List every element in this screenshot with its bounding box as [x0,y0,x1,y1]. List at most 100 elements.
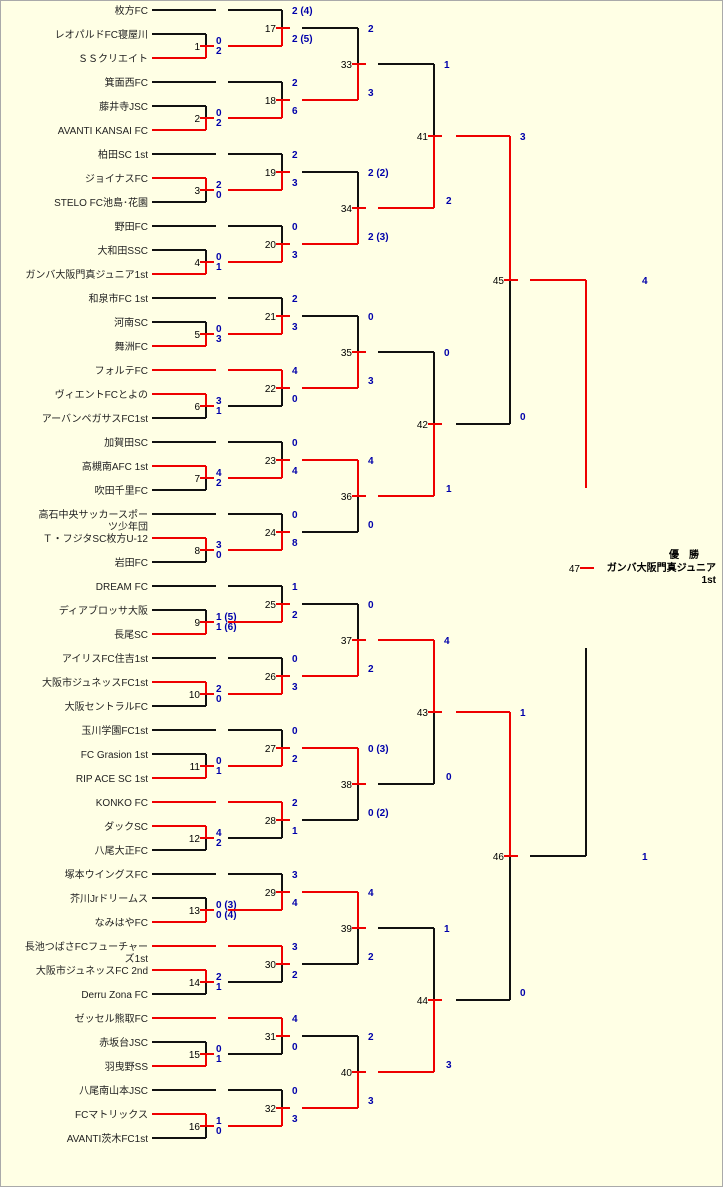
score-top: 4 [368,888,374,899]
team-label: Ｔ・フジタSC枚方U-12 [43,532,149,545]
score-bottom: 0 (2) [368,808,389,819]
match-number: 31 [265,1032,277,1043]
team-label: 柏田SC 1st [98,148,148,161]
score-top: 0 [292,726,298,737]
team-label: 枚方FC [115,4,148,17]
score-bottom: 1 [446,484,452,495]
score-bottom: 3 [446,1060,452,1071]
score-bottom: 8 [292,538,298,549]
match-number: 4 [194,258,200,269]
team-label: AVANTI茨木FC1st [67,1132,149,1145]
score-top: 2 (2) [368,168,389,179]
score-bottom: 2 [292,970,298,981]
team-label: Derru Zona FC [81,990,148,1001]
score-bottom: 1 [216,982,222,993]
score-bottom: 1 [292,826,298,837]
score-top: 0 [216,36,222,47]
champion-name: ガンバ大阪門真ジュニア [607,561,716,574]
score-top: 2 [216,972,222,983]
score-bottom: 0 [216,694,222,705]
team-label: 玉川学園FC1st [81,724,148,737]
match-number: 42 [417,420,429,431]
match-number: 2 [194,114,200,125]
score-bottom: 0 [216,550,222,561]
score-bottom: 2 (5) [292,34,313,45]
score-bottom: 0 [520,412,526,423]
score-bottom: 2 [216,478,222,489]
score-top: 4 [642,276,648,287]
champion-name-suffix: 1st [702,575,717,586]
team-label: フォルテFC [95,366,148,377]
match-number: 32 [265,1104,277,1115]
score-bottom: 3 [216,334,222,345]
team-label: 野田FC [115,221,148,233]
match-number: 14 [189,978,201,989]
score-bottom: 2 [368,952,374,963]
score-bottom: 0 [216,190,222,201]
match-number: 47 [569,564,581,575]
match-number: 30 [265,960,277,971]
score-bottom: 1 [216,1054,222,1065]
score-top: 3 [216,396,222,407]
team-label: 大和田SSC [97,244,148,257]
match-number: 39 [341,924,353,935]
score-top: 3 [292,942,298,953]
match-number: 18 [265,96,277,107]
score-top: 2 [216,180,222,191]
team-label: 岩田FC [115,556,148,569]
team-label: 高槻南AFC 1st [82,460,148,473]
match-number: 25 [265,600,277,611]
team-label: FC Grasion 1st [81,750,148,761]
score-top: 0 [216,108,222,119]
team-label: なみはやFC [95,917,148,929]
score-bottom: 2 [216,118,222,129]
score-top: 0 [292,1086,298,1097]
match-number: 35 [341,348,353,359]
score-bottom: 2 [368,664,374,675]
score-top: 4 [444,636,450,647]
score-bottom: 2 [446,196,452,207]
match-number: 33 [341,60,353,71]
score-bottom: 2 [216,838,222,849]
score-top: 0 [216,756,222,767]
score-bottom: 2 [292,754,298,765]
team-label: ガンバ大阪門真ジュニア1st [25,268,148,281]
score-top: 3 [520,132,526,143]
team-label: 大阪セントラルFC [65,700,148,713]
score-top: 4 [292,1014,298,1025]
match-number: 12 [189,834,201,845]
score-bottom: 0 [520,988,526,999]
team-label: 藤井寺JSC [99,100,148,113]
match-number: 36 [341,492,353,503]
match-number: 15 [189,1050,201,1061]
team-label: 吹田千里FC [95,484,148,497]
score-bottom: 2 [216,46,222,57]
match-number: 23 [265,456,277,467]
match-number: 20 [265,240,277,251]
match-number: 26 [265,672,277,683]
score-top: 1 [292,582,298,593]
team-label: ジョイナスFC [85,173,148,185]
match-number: 21 [265,312,277,323]
match-number: 29 [265,888,277,899]
score-top: 4 [368,456,374,467]
champion-label: 優 勝 [668,548,700,561]
team-label: ゼッセル熊取FC [75,1012,148,1025]
score-bottom: 1 [216,262,222,273]
team-label: RIP ACE SC 1st [76,774,148,785]
match-number: 44 [417,996,429,1007]
score-bottom: 3 [292,178,298,189]
score-top: 0 [216,324,222,335]
score-top: 1 [444,60,450,71]
team-label: 芥川Jrドリームス [70,893,148,905]
score-top: 0 [292,438,298,449]
match-number: 16 [189,1122,201,1133]
score-bottom: 0 [292,1042,298,1053]
score-top: 1 [216,1116,222,1127]
score-top: 2 (4) [292,6,313,17]
score-bottom: 3 [292,682,298,693]
match-number: 41 [417,132,429,143]
score-bottom: 3 [292,250,298,261]
score-bottom: 0 [216,1126,222,1137]
